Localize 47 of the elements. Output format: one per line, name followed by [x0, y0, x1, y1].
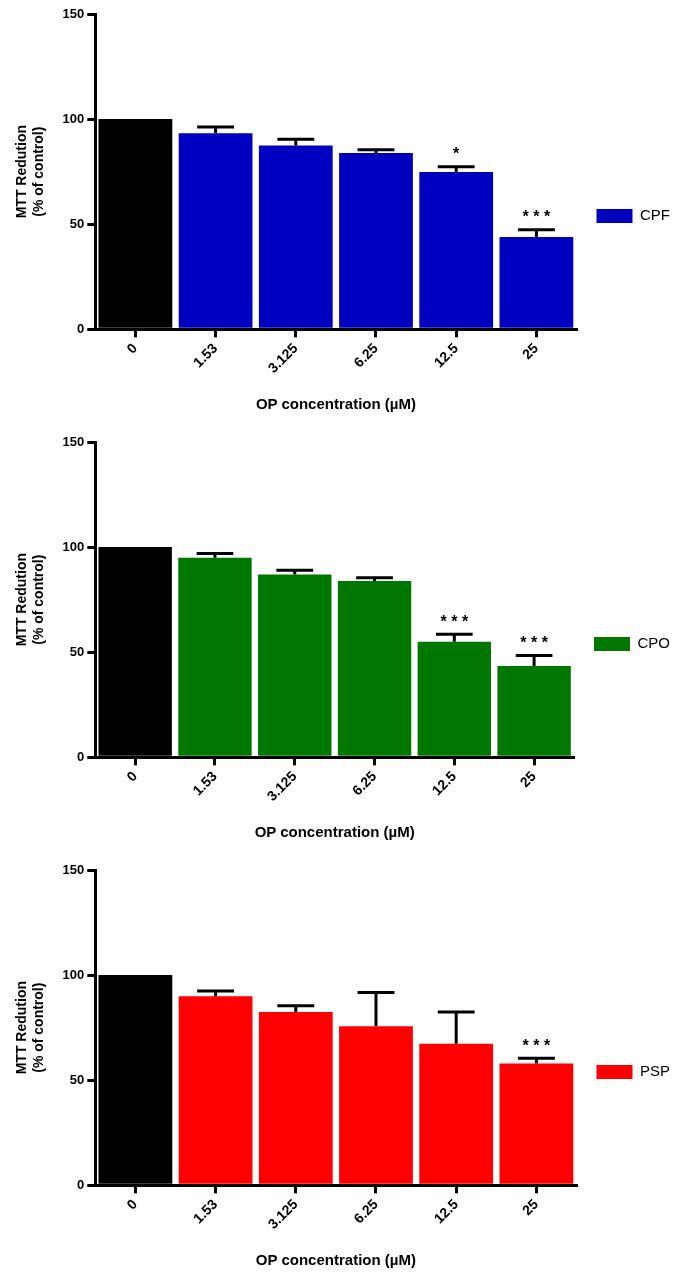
x-axis-title: OP concentration (µM): [254, 823, 415, 841]
bar: [339, 152, 413, 328]
y-tick-label: 50: [69, 643, 85, 659]
y-tick-label: 100: [62, 966, 85, 982]
annotation: * * *: [520, 633, 549, 651]
x-axis-title: OP concentration (µM): [255, 395, 416, 413]
annotation: *: [453, 145, 461, 163]
y-tick-label: 100: [62, 110, 85, 126]
y-tick-label: 0: [77, 320, 85, 336]
bar: [499, 237, 574, 328]
bar: [337, 580, 412, 756]
bar: [258, 1012, 333, 1184]
annotation: * * *: [522, 1036, 551, 1054]
annotation: * * *: [522, 208, 551, 226]
y-axis-title: MTT Redution (% of control): [13, 125, 47, 219]
x-tick-label: 0: [123, 339, 141, 357]
bar: [258, 145, 333, 328]
bar: [258, 574, 332, 756]
bar: [499, 1063, 574, 1184]
y-tick-label: 50: [69, 1071, 85, 1087]
y-tick-label: 0: [77, 1176, 85, 1192]
bar: [178, 557, 252, 756]
legend-label: PSP: [639, 1062, 670, 1080]
x-tick-label: 0: [123, 767, 141, 785]
y-tick-label: 100: [62, 538, 85, 554]
y-tick-label: 150: [62, 5, 85, 21]
legend-label: CPO: [637, 634, 671, 652]
y-tick-label: 150: [62, 861, 85, 877]
bar: [417, 641, 492, 756]
legend-label: CPF: [640, 206, 670, 224]
bar: [497, 665, 571, 756]
annotation: * * *: [440, 612, 469, 630]
y-axis-title: MTT Redution (% of control): [13, 981, 47, 1075]
y-tick-label: 50: [69, 215, 85, 231]
x-tick-label: 25: [518, 1195, 542, 1219]
bar: [419, 171, 494, 328]
y-tick-label: 0: [77, 748, 85, 764]
bar: [178, 996, 253, 1184]
y-tick-label: 150: [62, 433, 85, 449]
x-tick-label: 25: [518, 339, 542, 363]
x-axis-title: OP concentration (µM): [255, 1251, 416, 1269]
bar: [339, 1026, 413, 1184]
bar: [419, 1043, 494, 1184]
x-tick-label: 25: [516, 767, 540, 791]
y-axis-title: MTT Redution (% of control): [13, 553, 47, 647]
bar: [178, 133, 253, 328]
x-tick-label: 0: [123, 1195, 141, 1213]
